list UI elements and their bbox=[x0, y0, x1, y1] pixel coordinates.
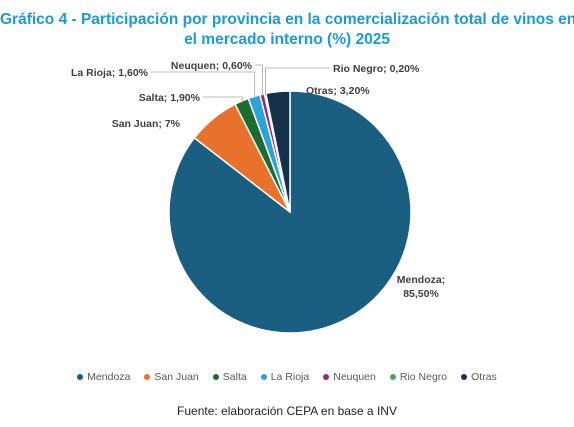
legend-marker bbox=[212, 374, 219, 380]
legend-marker bbox=[389, 374, 396, 380]
legend-label: San Juan bbox=[154, 371, 199, 383]
chart-title: Gráfico 4 - Participación por provincia … bbox=[0, 10, 574, 50]
data-label-la-rioja: La Rioja; 1,60% bbox=[71, 67, 149, 79]
legend-marker bbox=[461, 374, 468, 380]
legend-item-salta: Salta bbox=[212, 371, 247, 383]
legend-marker bbox=[77, 374, 84, 380]
leader-line-salta bbox=[203, 96, 243, 103]
data-label-mendoza: Mendoza; 85,50% bbox=[397, 274, 445, 300]
leader-line-rio-negro bbox=[265, 67, 330, 96]
legend-item-mendoza: Mendoza bbox=[77, 371, 130, 383]
legend-label: Rio Negro bbox=[399, 371, 448, 383]
legend-marker bbox=[323, 374, 330, 380]
legend-marker bbox=[144, 374, 151, 380]
legend-label: Neuquen bbox=[333, 371, 376, 383]
legend-item-la-rioja: La Rioja bbox=[260, 371, 310, 383]
legend-marker bbox=[260, 374, 267, 380]
legend-label: La Rioja bbox=[270, 371, 310, 383]
chart-title-line-2: el mercado interno (%) 2025 bbox=[184, 31, 390, 48]
legend-item-san-juan: San Juan bbox=[144, 371, 199, 383]
leader-line-la-rioja bbox=[151, 71, 256, 99]
legend-label: Salta bbox=[222, 371, 247, 383]
leader-line-neuquen bbox=[255, 64, 264, 97]
data-label-neuquen: Neuquen; 0,60% bbox=[171, 60, 253, 72]
chart-title-line-1: Gráfico 4 - Participación por provincia … bbox=[0, 11, 574, 28]
legend-item-otras: Otras bbox=[461, 371, 497, 383]
legend-item-rio-negro: Rio Negro bbox=[389, 371, 448, 383]
data-label-rio-negro: Rio Negro; 0,20% bbox=[333, 63, 420, 75]
data-labels: Mendoza; 85,50% San Juan; 7% Salta; 1,90% La… bbox=[71, 60, 445, 300]
source-note: Fuente: elaboración CEPA en base a INV bbox=[177, 404, 397, 418]
data-label-san-juan: San Juan; 7% bbox=[112, 118, 181, 130]
legend-item-neuquen: Neuquen bbox=[323, 371, 376, 383]
data-label-salta: Salta; 1,90% bbox=[139, 92, 201, 104]
data-label-otras: Otras; 3,20% bbox=[306, 85, 370, 97]
chart-legend: Mendoza San Juan Salta La Rioja Neuquen Rio N… bbox=[0, 371, 574, 383]
legend-label: Mendoza bbox=[87, 371, 131, 383]
pie-slices bbox=[168, 90, 412, 334]
leader-lines bbox=[151, 64, 330, 103]
legend-label: Otras bbox=[471, 371, 497, 383]
